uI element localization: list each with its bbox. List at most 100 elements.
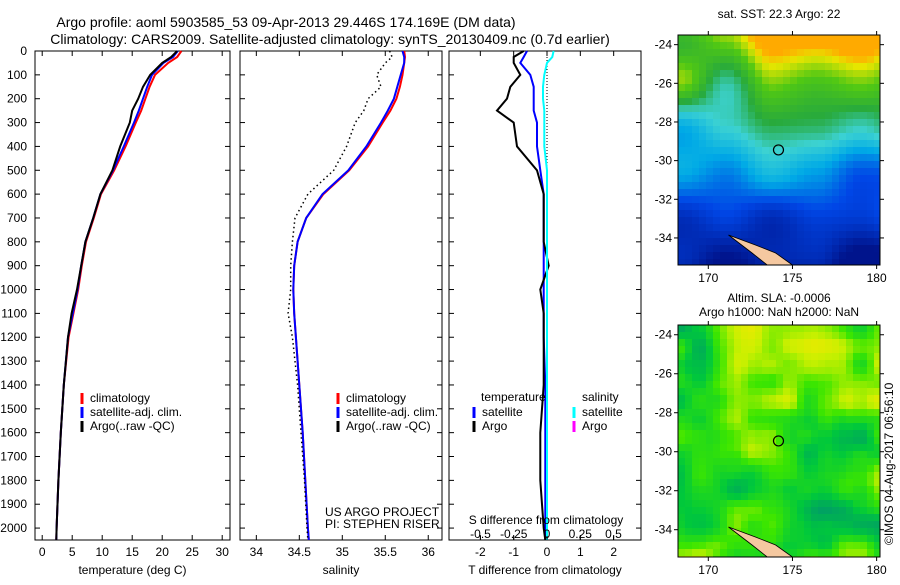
map-cell	[734, 189, 741, 196]
map-cell	[755, 35, 762, 42]
map-cell	[678, 126, 685, 133]
map-cell	[853, 325, 860, 332]
map-cell	[804, 521, 811, 528]
map-cell	[846, 542, 853, 549]
map-cell	[727, 437, 734, 444]
map-cell	[706, 479, 713, 486]
map-cell	[692, 472, 699, 479]
map-cell	[825, 189, 832, 196]
x-tick-label: 25	[186, 545, 200, 559]
map-cell	[720, 84, 727, 91]
map-cell	[790, 388, 797, 395]
map-cell	[797, 112, 804, 119]
map-cell	[853, 367, 860, 374]
map-cell	[713, 189, 720, 196]
map-cell	[825, 416, 832, 423]
map-cell	[678, 259, 685, 265]
map-cell	[685, 353, 692, 360]
map-cell	[818, 245, 825, 252]
map-cell	[874, 161, 880, 168]
map-cell	[860, 493, 867, 500]
map-cell	[720, 507, 727, 514]
map-cell	[804, 465, 811, 472]
map-cell	[699, 472, 706, 479]
map-cell	[720, 514, 727, 521]
map-cell	[755, 472, 762, 479]
map-cell	[692, 486, 699, 493]
map-cell	[846, 465, 853, 472]
map-cell	[727, 367, 734, 374]
map-cell	[790, 210, 797, 217]
map-cell	[818, 507, 825, 514]
map-cell	[825, 196, 832, 203]
map-cell	[713, 472, 720, 479]
map-cell	[762, 528, 769, 535]
map-cell	[832, 549, 839, 556]
map-cell	[846, 147, 853, 154]
map-cell	[769, 133, 776, 140]
map-cell	[685, 98, 692, 105]
map-cell	[685, 112, 692, 119]
map-cell	[811, 388, 818, 395]
map-cell	[685, 49, 692, 56]
argo-position-marker	[772, 144, 785, 156]
map-cell	[755, 465, 762, 472]
map-cell	[846, 528, 853, 535]
map-cell	[874, 133, 880, 140]
map-cell	[727, 416, 734, 423]
map-cell	[846, 168, 853, 175]
map-cell	[853, 42, 860, 49]
map-cell	[846, 63, 853, 70]
map-cell	[818, 325, 825, 332]
map-cell	[811, 451, 818, 458]
s-tick-label: 0.25	[569, 527, 593, 541]
map-cell	[692, 500, 699, 507]
map-cell	[762, 238, 769, 245]
map-cell	[685, 126, 692, 133]
map-cell	[692, 402, 699, 409]
map-cell	[762, 126, 769, 133]
map-cell	[678, 49, 685, 56]
map-cell	[804, 63, 811, 70]
map-cell	[692, 535, 699, 542]
map-cell	[727, 332, 734, 339]
map-cell	[776, 493, 783, 500]
map-cell	[790, 444, 797, 451]
map-cell	[804, 70, 811, 77]
map-cell	[685, 486, 692, 493]
map-cell	[790, 105, 797, 112]
argo-position-marker	[772, 435, 785, 447]
map-cell	[741, 486, 748, 493]
map-cell	[685, 77, 692, 84]
map-cell	[804, 542, 811, 549]
map-cell	[762, 493, 769, 500]
map-cell	[699, 465, 706, 472]
map-cell	[811, 381, 818, 388]
map-cell	[832, 147, 839, 154]
lat-tick-label: -32	[655, 192, 673, 206]
map-cell	[853, 409, 860, 416]
map-cell	[790, 189, 797, 196]
map-cell	[692, 56, 699, 63]
map-cell	[839, 119, 846, 126]
map-cell	[846, 77, 853, 84]
map-cell	[706, 91, 713, 98]
legend-label: Argo(..raw -QC)	[346, 419, 431, 433]
map-cell	[769, 63, 776, 70]
s-tick-label: 0.5	[605, 527, 622, 541]
map-cell	[867, 154, 874, 161]
map-cell	[839, 458, 846, 465]
map-cell	[734, 479, 741, 486]
map-cell	[748, 126, 755, 133]
map-cell	[762, 332, 769, 339]
map-cell	[811, 360, 818, 367]
map-cell	[769, 245, 776, 252]
map-cell	[734, 161, 741, 168]
map-cell	[860, 252, 867, 259]
map-cell	[839, 210, 846, 217]
map-cell	[706, 231, 713, 238]
map-cell	[832, 437, 839, 444]
map-cell	[797, 154, 804, 161]
map-cell	[776, 381, 783, 388]
map-cell	[734, 521, 741, 528]
